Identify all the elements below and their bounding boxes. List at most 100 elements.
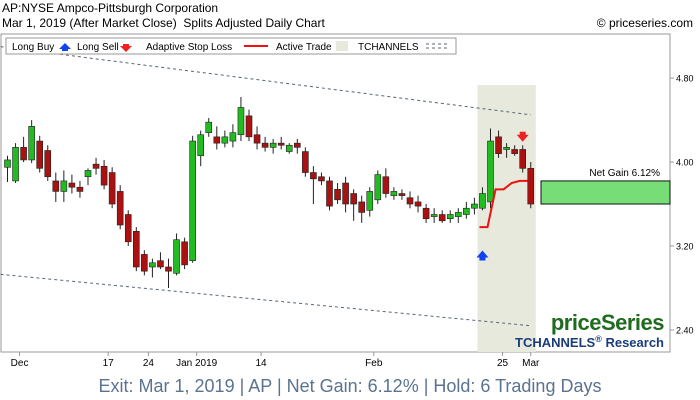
candle-body — [237, 107, 245, 136]
candle-body — [149, 262, 156, 268]
candle-body — [229, 132, 237, 142]
candle — [398, 189, 406, 200]
candle-body — [446, 214, 454, 220]
candle — [12, 143, 19, 184]
candle-body — [165, 266, 172, 272]
candle — [221, 130, 229, 148]
candle — [245, 109, 253, 142]
active-trade-band — [477, 85, 536, 352]
candle-body — [326, 180, 333, 207]
candle — [302, 147, 309, 177]
candle — [237, 96, 245, 142]
candle-body — [124, 214, 132, 243]
candle — [60, 170, 68, 202]
candle — [487, 128, 494, 209]
candle-body — [519, 149, 527, 169]
candle-body — [479, 193, 486, 209]
candle — [430, 208, 438, 223]
candle — [310, 166, 317, 205]
adaptive-stop-loss-line — [479, 179, 528, 229]
candle-body — [133, 231, 140, 268]
candle — [454, 208, 462, 223]
candle-body — [181, 241, 188, 266]
candle-body — [406, 197, 414, 205]
candle — [277, 136, 285, 150]
candle — [479, 187, 486, 211]
candle-body — [334, 189, 341, 201]
candle-body — [358, 201, 366, 213]
candle — [261, 136, 269, 152]
candle-body — [44, 150, 52, 178]
net-gain-label: Net Gain 6.12% — [589, 168, 660, 179]
candle — [285, 143, 293, 154]
candle — [293, 138, 301, 154]
legend-long-sell-label: Long Sell — [77, 42, 119, 53]
candle — [269, 138, 277, 154]
candle — [133, 227, 140, 272]
candle — [350, 189, 357, 221]
x-tick-label: Mar — [522, 358, 540, 369]
brand-sub: TCHANNELS® Research — [515, 334, 664, 350]
price-chart: Net Gain 6.12% Long Buy Long Sell Adapti… — [0, 33, 694, 369]
candle — [446, 210, 454, 223]
candle-body — [261, 142, 269, 148]
candle-body — [84, 170, 92, 178]
candle-body — [173, 239, 180, 274]
signals-group — [476, 131, 529, 261]
x-axis: Dec 17 24 Jan 2019 14 Feb 25 Mar — [11, 352, 540, 369]
candle — [358, 195, 366, 223]
candle-body — [245, 115, 253, 138]
x-tick-label: Feb — [365, 358, 383, 369]
net-gain-box — [540, 180, 671, 205]
y-tick-label: 2.40 — [676, 325, 694, 335]
candle — [44, 145, 52, 181]
candle-body — [438, 214, 446, 222]
x-tick-label: Dec — [11, 358, 29, 369]
y-axis: 4.80 4.00 3.20 2.40 — [670, 74, 694, 335]
candle — [124, 210, 132, 246]
candle — [4, 155, 11, 182]
candle-body — [197, 134, 204, 157]
candle-body — [221, 136, 229, 144]
candle — [52, 172, 60, 202]
candle — [342, 176, 349, 213]
candle-body — [269, 142, 277, 148]
candle-body — [318, 176, 325, 182]
x-tick-label: 14 — [256, 358, 268, 369]
candle-body — [454, 212, 462, 217]
tchannel-upper-line — [0, 46, 531, 116]
candle — [100, 159, 108, 190]
candle-body — [20, 147, 27, 161]
candle-body — [511, 149, 518, 154]
candle — [527, 162, 535, 209]
candle-body — [4, 159, 11, 168]
candle — [414, 195, 422, 213]
candle-body — [414, 201, 422, 207]
candles-group — [4, 96, 535, 288]
candle — [189, 135, 196, 263]
legend-stop-loss-label: Adaptive Stop Loss — [146, 42, 232, 53]
brand-name: priceSeries — [551, 310, 664, 335]
candle — [511, 145, 518, 156]
long-buy-arrow-icon — [476, 250, 489, 261]
candle — [382, 168, 390, 198]
candle — [181, 237, 188, 270]
candle-body — [503, 147, 510, 150]
y-tick-label: 3.20 — [676, 242, 694, 252]
long-sell-arrow-icon — [516, 131, 529, 142]
candle-body — [141, 254, 148, 272]
candle — [197, 130, 204, 167]
long-buy-legend-icon — [59, 43, 71, 51]
x-tick-label: Jan 2019 — [176, 358, 218, 369]
active-trade-legend-icon — [336, 41, 348, 51]
candle — [76, 180, 84, 198]
candle — [84, 168, 92, 186]
candle-body — [28, 126, 35, 161]
candle — [438, 210, 446, 223]
candle — [173, 233, 180, 276]
candle — [141, 250, 148, 276]
candle — [68, 174, 76, 194]
y-tick-label: 4.00 — [676, 158, 694, 168]
candle — [390, 187, 398, 200]
candle-body — [108, 172, 116, 205]
